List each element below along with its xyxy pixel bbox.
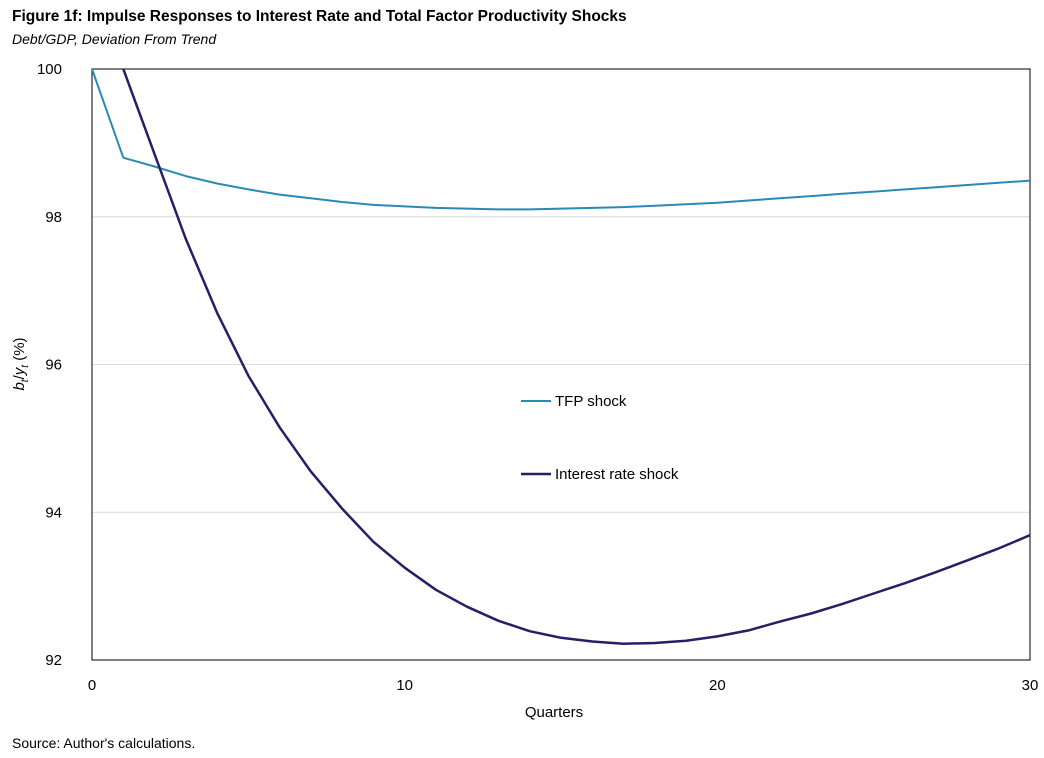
x-tick-labels: 0 10 20 30 [88,677,1039,694]
legend: TFP shock Interest rate shock [521,393,679,483]
x-tick-label: 30 [1022,677,1039,694]
y-axis-label-y: y [11,366,28,376]
y-axis-label-t2: t [20,364,31,368]
x-axis-label: Quarters [525,704,583,721]
plot-frame [91,68,1031,661]
gridlines [92,216,1030,513]
y-tick-label: 100 [37,61,62,78]
legend-label-tfp: TFP shock [555,393,627,410]
chart-title: Figure 1f: Impulse Responses to Interest… [12,8,627,25]
x-tick-label: 20 [709,677,726,694]
y-axis-label: bt/yt (%) [11,337,31,390]
series-line-tfp [92,69,1030,211]
y-axis-label-unit: (%) [11,337,28,365]
series-line-interest-rate [122,69,1030,645]
series-layer [92,69,1030,645]
y-tick-label: 96 [45,357,62,374]
legend-label-interest-rate: Interest rate shock [555,466,679,483]
y-tick-label: 94 [45,504,62,521]
x-tick-label: 0 [88,677,96,694]
x-tick-label: 10 [396,677,413,694]
y-tick-label: 98 [45,209,62,226]
chart-subtitle: Debt/GDP, Deviation From Trend [12,31,217,47]
y-axis-label-b: b [11,382,28,390]
y-tick-label: 92 [45,652,62,669]
y-axis-label-t1: t [20,378,31,382]
y-tick-labels: 92 94 96 98 100 [37,61,62,669]
y-axis-label-slash: / [11,374,28,379]
source-note: Source: Author's calculations. [12,735,196,751]
